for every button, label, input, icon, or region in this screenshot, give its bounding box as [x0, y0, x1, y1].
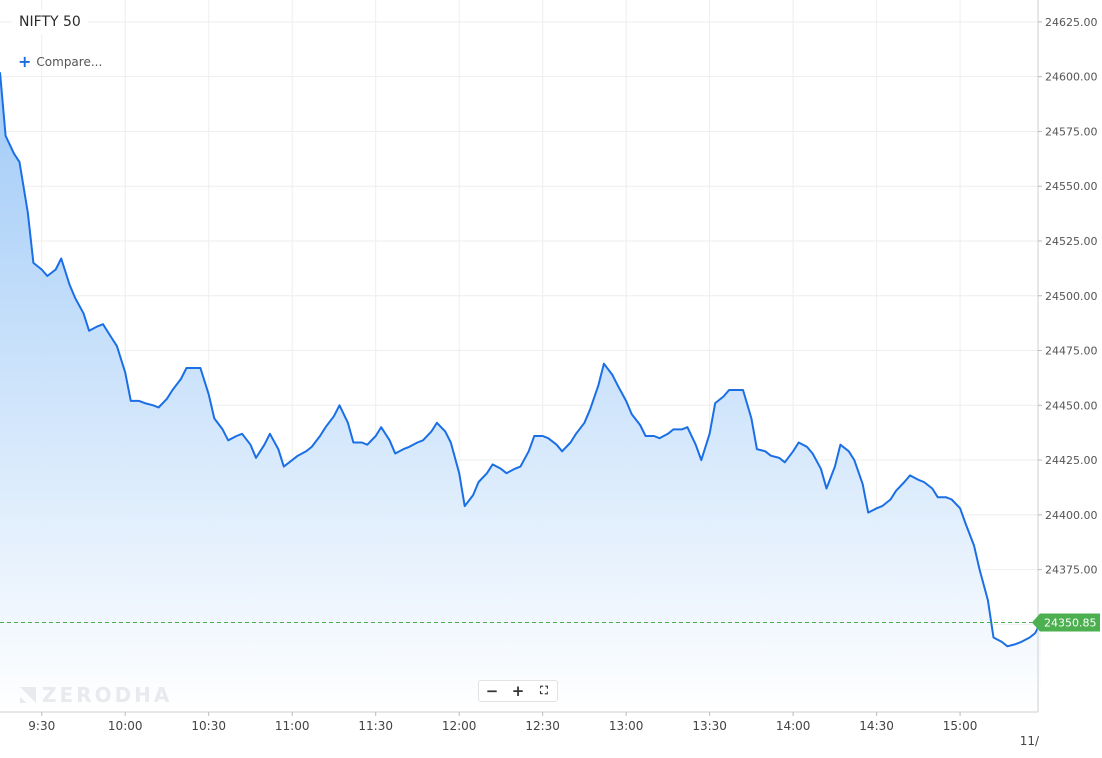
x-tick-label: 9:30: [28, 719, 55, 733]
y-axis: 24625.00 24600.00 24575.00 24550.00 24525.00…: [1038, 16, 1098, 631]
x-tick-label: 11:30: [358, 719, 393, 733]
y-tick-label: 24550.00: [1045, 180, 1098, 193]
y-tick-label: 24500.00: [1045, 290, 1098, 303]
watermark-text: ZERODHA: [42, 683, 173, 707]
x-tick-label: 12:30: [525, 719, 560, 733]
y-tick-label: 24575.00: [1045, 125, 1098, 138]
last-price-tag: 24350.85: [1032, 613, 1100, 632]
x-tick-label: 10:30: [191, 719, 226, 733]
y-tick-label: 24450.00: [1045, 399, 1098, 412]
x-tick-label: 10:00: [108, 719, 143, 733]
y-tick-label: 24525.00: [1045, 235, 1098, 248]
y-tick-label: 24475.00: [1045, 345, 1098, 358]
zoom-out-button[interactable]: −: [485, 682, 499, 700]
zoom-controls: − + ⛶: [478, 680, 558, 702]
fullscreen-button[interactable]: ⛶: [540, 684, 548, 697]
last-price-tag-bg: [1032, 613, 1100, 632]
x-axis: 9:30 10:00 10:30 11:00 11:30 12:00 12:30 13:00 1…: [28, 712, 1040, 748]
last-price-label: 24350.85: [1044, 617, 1097, 630]
x-tick-label: 14:00: [776, 719, 811, 733]
instrument-title[interactable]: NIFTY 50: [12, 10, 88, 34]
x-tick-label: 15:00: [943, 719, 978, 733]
watermark: ZERODHA: [20, 683, 172, 707]
zerodha-logo-icon: [20, 687, 36, 703]
x-tick-label: 11:00: [275, 719, 310, 733]
compare-label: Compare...: [36, 55, 103, 69]
y-tick-label: 24400.00: [1045, 509, 1098, 522]
y-tick-label: 24600.00: [1045, 71, 1098, 84]
x-tick-label: 13:00: [609, 719, 644, 733]
x-tick-label: 12:00: [442, 719, 477, 733]
x-edge-label: 11/: [1020, 734, 1040, 748]
y-tick-label: 24375.00: [1045, 564, 1098, 577]
price-line: [0, 72, 1042, 648]
y-tick-label: 24425.00: [1045, 454, 1098, 467]
y-tick-label: 24625.00: [1045, 16, 1098, 29]
plus-icon: +: [18, 52, 32, 71]
compare-button[interactable]: + Compare...: [18, 54, 102, 70]
x-tick-label: 13:30: [692, 719, 727, 733]
area-fill: [0, 72, 1041, 713]
zoom-in-button[interactable]: +: [511, 682, 525, 700]
x-tick-label: 14:30: [859, 719, 894, 733]
